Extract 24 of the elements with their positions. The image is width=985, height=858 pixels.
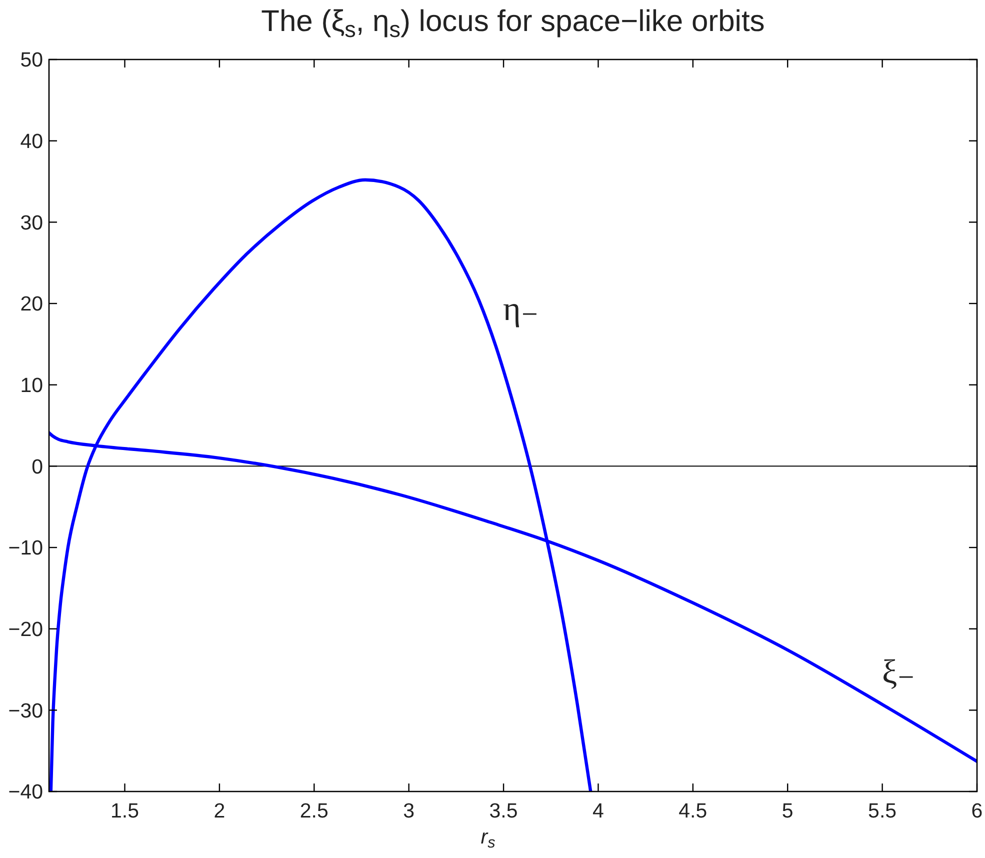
- x-tick-label: 3: [403, 800, 415, 822]
- y-tick-label: 50: [20, 48, 43, 72]
- x-tick-label: 5: [782, 800, 794, 822]
- x-tick-label: 4: [592, 800, 604, 822]
- y-tick-label: −30: [8, 699, 43, 722]
- y-tick-label: 20: [20, 292, 43, 316]
- y-tick-label: 30: [20, 211, 43, 234]
- x-tick-label: 1.5: [110, 800, 140, 822]
- y-tick-label: −40: [8, 780, 43, 804]
- x-tick-label: 3.5: [489, 800, 518, 822]
- x-tick-label: 2: [214, 800, 226, 822]
- chart-title: The (ξ$_{s}$, η$_{s}$) locus for space−like orbits: [261, 5, 765, 42]
- x-tick-label: 4.5: [678, 800, 708, 822]
- y-tick-label: 0: [32, 455, 43, 478]
- x-tick-label: 2.5: [300, 800, 328, 822]
- x-tick-label: 5.5: [868, 800, 897, 822]
- y-tick-label: 10: [20, 374, 43, 398]
- x-axis-title: r$_{s}$: [480, 826, 496, 852]
- y-tick-label: 40: [20, 130, 43, 154]
- y-tick-label: −10: [8, 536, 43, 560]
- y-tick-label: −20: [8, 618, 43, 642]
- x-tick-label: 6: [971, 800, 983, 822]
- series-label: ξ₋: [882, 654, 916, 691]
- series-label: η₋: [503, 291, 539, 328]
